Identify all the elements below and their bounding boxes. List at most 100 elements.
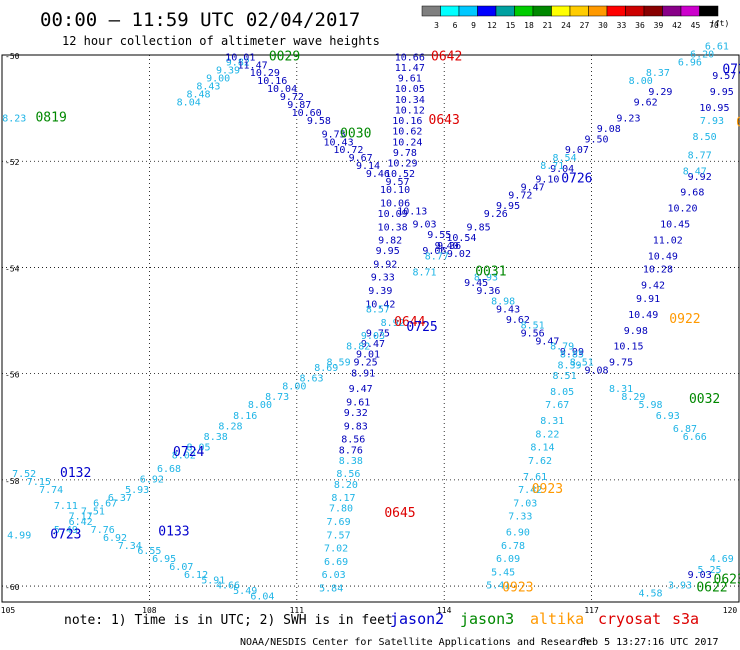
wave-height-value: 8.92 [381,318,405,329]
legend-value: 39 [654,21,664,30]
legend-swatch [662,5,682,17]
wave-height-value: 8.56 [336,469,360,480]
pass-time-label: 0029 [269,49,300,64]
wave-height-value: 9.40 [435,241,459,252]
wave-height-value: 10.60 [292,108,322,119]
wave-height-value: 7.74 [39,485,63,496]
wave-height-value: 8.48 [186,89,210,100]
altimeter-track: 8.398.51 8.05 7.67 8.31 8.22 8.14 7.62 7.61 7.42… [486,360,581,591]
wave-height-value: 9.50 [584,135,608,146]
wave-height-value: 8.05 [550,387,574,398]
wave-height-value: 7.15 [27,477,51,488]
wave-height-value: 8.00 [282,382,306,393]
wave-height-value: 9.95 [376,246,400,257]
wave-height-value: 9.72 [280,92,304,103]
wave-height-value: 6.90 [506,528,530,539]
wave-height-value: 7.02 [324,544,348,555]
wave-height-value: 8.31 [540,416,564,427]
wave-height-value: 6.87 [673,424,697,435]
wave-height-value: 8.16 [233,411,257,422]
longitude-label: 105 [1,606,16,615]
pass-time-label: 0132 [60,466,91,481]
wave-height-value: 8.38 [339,456,363,467]
wave-height-value: 9.92 [373,259,397,270]
wave-height-value: 9.62 [634,97,658,108]
wave-height-value: 7.51 [81,506,105,517]
wave-height-value: 8.20 [334,480,358,491]
wave-height-value: 7.03 [513,498,537,509]
wave-height-value: 10.72 [333,145,363,156]
wave-height-value: 10.15 [613,342,643,353]
wave-height-value: 8.00 [248,400,272,411]
legend-value: 9 [471,21,476,30]
altimeter-track: 7.527.157.747.117.177.766.927.346.556.95… [12,469,274,602]
wave-height-value: 6.95 [152,554,176,565]
wave-height-value: 9.75 [609,358,633,369]
wave-height-legend: 3 6 9 12 15 18 21 24 27 30 33 36 39 42 45 70 [421,5,719,30]
wave-height-value: 9.02 [447,249,471,260]
axis-labels: -50 -52 -54 -56 -58 -60 105 108 111 114 117 120 [1,52,738,615]
wave-height-value: 9.58 [307,116,331,127]
pass-time-label: 0923 [532,482,563,497]
wave-height-value: 9.06 [422,246,446,257]
legend-value: 15 [506,21,516,30]
wave-height-value: 10.29 [250,68,280,79]
wave-height-value: 6.96 [678,58,702,69]
wave-height-value: 10.45 [660,220,690,231]
wave-height-value: 8.82 [346,342,370,353]
wave-height-value: 9.47 [361,339,385,350]
wave-height-value: 9.29 [648,87,672,98]
wave-height-value: 5.93 [125,485,149,496]
wave-height-value: 9.57 [385,177,409,188]
wave-height-value: 8.50 [693,132,717,143]
pass-time-label: 0723 [50,527,81,542]
legend-swatch [588,5,608,17]
legend-value: 45 [691,21,701,30]
wave-height-value: 9.32 [344,408,368,419]
wave-height-value: 7.80 [329,504,353,515]
pass-time-label: 0726 [561,171,592,186]
wave-height-value: 9.01 [356,350,380,361]
legend-swatch [551,5,571,17]
wave-height-value: 5.91 [201,575,225,586]
wave-height-value: 8.63 [299,374,323,385]
wave-height-value: 8.47 [683,166,707,177]
pass-time-label: 0032 [689,392,720,407]
wave-height-value: 8.85 [560,350,584,361]
wave-height-value: 9.25 [354,358,378,369]
longitude-label: 108 [142,606,157,615]
wave-height-value: 8.56 [341,435,365,446]
pass-time-label: 0642 [431,49,462,64]
wave-height-value: 6.68 [157,464,181,475]
wave-height-value: 9.87 [287,100,311,111]
wave-height-value: 5.25 [697,565,721,576]
altimeter-track: 8.938.988.518.798.858.518.318.295.986.93… [474,273,707,443]
map-subtitle: 12 hour collection of altimeter wave hei… [62,34,380,48]
wave-height-value: 10.13 [397,206,427,217]
wave-height-value: 8.59 [327,358,351,369]
wave-height-value: 10.16 [392,116,422,127]
wave-height-value: 9.95 [710,87,734,98]
legend-swatch [625,5,645,17]
wave-height-value: 4.99 [7,530,31,541]
pass-time-label: 0622 [696,580,727,595]
legend-swatch [606,5,626,17]
wave-height-value: 8.22 [535,429,559,440]
wave-height-value: 6.67 [93,498,117,509]
wave-height-value: 7.57 [327,530,351,541]
pass-time-label: 0724 [173,445,204,460]
wave-height-value: 8.93 [474,273,498,284]
wave-height-value: 9.36 [437,241,461,252]
legend-swatch [458,5,478,17]
legend-value: 21 [543,21,553,30]
wave-height-value: 9.04 [550,164,574,175]
latitude-label: -54 [5,264,20,273]
wave-height-value: 8.73 [265,392,289,403]
wave-height-value: 9.42 [641,281,665,292]
wave-height-value: 10.62 [392,127,422,138]
altimeter-track: 9.03 [688,570,712,581]
latitude-label: -50 [5,52,20,61]
wave-height-value: 8.54 [553,153,577,164]
wave-height-value: 9.23 [616,113,640,124]
